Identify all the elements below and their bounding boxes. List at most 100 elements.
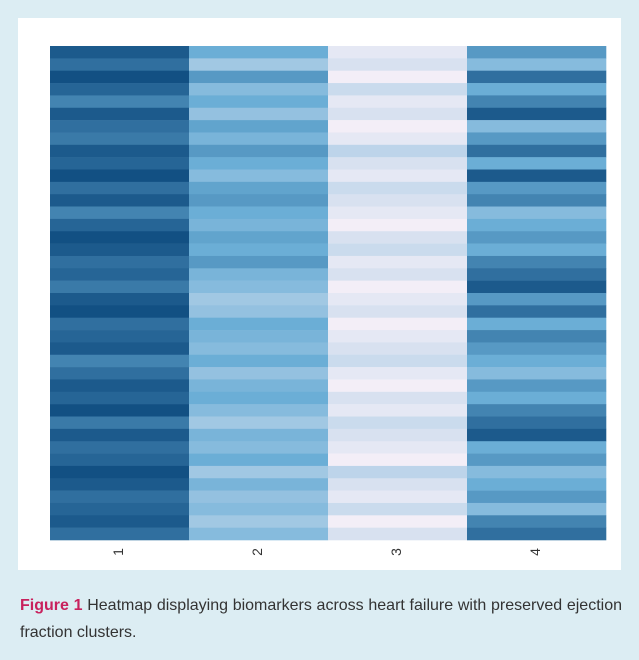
heatmap-cell (189, 441, 329, 454)
heatmap-cell (328, 144, 468, 158)
heatmap-cell (189, 83, 329, 96)
heatmap-cell (50, 367, 190, 380)
heatmap-cell (50, 144, 190, 158)
heatmap-cell (189, 342, 329, 356)
heatmap-cell (50, 404, 190, 417)
heatmap-cell (467, 354, 607, 368)
heatmap-cell (328, 157, 468, 170)
heatmap-cell (189, 46, 329, 59)
heatmap-cell (189, 169, 329, 183)
heatmap-cell (328, 330, 468, 343)
heatmap-cell (467, 330, 607, 343)
heatmap-cell (328, 95, 468, 109)
heatmap-cell (189, 120, 329, 133)
x-tick-label: 3 (388, 548, 404, 556)
heatmap-cell (50, 490, 190, 504)
heatmap-cell (50, 218, 190, 232)
heatmap-cell (189, 95, 329, 109)
heatmap-cell (328, 465, 468, 479)
heatmap-cell (467, 317, 607, 331)
heatmap-cell (467, 157, 607, 170)
heatmap-cell (50, 342, 190, 356)
heatmap-cell (50, 181, 190, 195)
x-tick-label: 2 (249, 548, 265, 556)
heatmap-cell (50, 206, 190, 220)
heatmap-cell (50, 120, 190, 133)
heatmap-cell (467, 268, 607, 281)
heatmap-cell (189, 58, 329, 71)
caption-label: Figure 1 (20, 597, 83, 614)
heatmap-cell (328, 107, 468, 121)
heatmap-cell (189, 280, 329, 294)
heatmap-cell (189, 317, 329, 331)
heatmap-cell (467, 502, 607, 516)
heatmap-cell (50, 391, 190, 405)
heatmap-cell (467, 83, 607, 96)
heatmap-cell (328, 428, 468, 442)
heatmap-cell (50, 83, 190, 96)
caption-text: Heatmap displaying biomarkers across hea… (20, 597, 623, 641)
heatmap-cell (189, 478, 329, 491)
heatmap-cell (50, 70, 190, 84)
heatmap-cell (189, 107, 329, 121)
heatmap-cell (328, 317, 468, 331)
chart: 1 2 3 4 (50, 46, 607, 556)
heatmap-cell (328, 46, 468, 59)
heatmap-cell (189, 490, 329, 504)
heatmap-cell (328, 305, 468, 318)
heatmap-cell (189, 293, 329, 306)
heatmap-cell (467, 342, 607, 356)
heatmap-cell (189, 379, 329, 393)
heatmap-cell (467, 441, 607, 454)
heatmap-cell (189, 255, 329, 269)
heatmap-cell (467, 120, 607, 133)
heatmap-cell (50, 107, 190, 121)
heatmap-cell (328, 70, 468, 84)
heatmap-cell (467, 367, 607, 380)
heatmap-cell (50, 169, 190, 183)
heatmap-cell (328, 293, 468, 306)
heatmap-cell (467, 95, 607, 109)
heatmap-cell (328, 243, 468, 257)
heatmap-cell (467, 132, 607, 146)
heatmap-cell (328, 367, 468, 380)
heatmap-cell (328, 132, 468, 146)
heatmap-cell (50, 453, 190, 467)
heatmap-cell (189, 181, 329, 195)
heatmap-cell (50, 268, 190, 281)
heatmap-cell (328, 206, 468, 220)
heatmap-cell (50, 132, 190, 146)
heatmap-cell (328, 391, 468, 405)
heatmap-cell (328, 268, 468, 281)
heatmap-cell (467, 280, 607, 294)
heatmap-cell (189, 268, 329, 281)
heatmap-cell (467, 478, 607, 491)
heatmap-cell (328, 181, 468, 195)
heatmap-cell (467, 428, 607, 442)
heatmap-cell (467, 107, 607, 121)
heatmap-cell (189, 527, 329, 541)
heatmap-cell (467, 404, 607, 417)
heatmap-cell (189, 243, 329, 257)
heatmap-cell (50, 194, 190, 207)
heatmap-cell (50, 231, 190, 244)
heatmap-cell (467, 58, 607, 71)
heatmap-cell (50, 330, 190, 343)
heatmap-cell (467, 255, 607, 269)
heatmap-cell (328, 515, 468, 528)
heatmap-cell (189, 391, 329, 405)
heatmap-cell (328, 231, 468, 244)
heatmap-cell (467, 206, 607, 220)
heatmap-cell (50, 280, 190, 294)
heatmap-cell (50, 46, 190, 59)
heatmap-cell (328, 404, 468, 417)
heatmap-cell (50, 354, 190, 368)
heatmap-cell (467, 465, 607, 479)
heatmap-cell (328, 453, 468, 467)
heatmap-cell (328, 478, 468, 491)
heatmap-cell (50, 527, 190, 541)
heatmap-cell (467, 70, 607, 84)
heatmap-cell (50, 293, 190, 306)
heatmap-cell (50, 317, 190, 331)
